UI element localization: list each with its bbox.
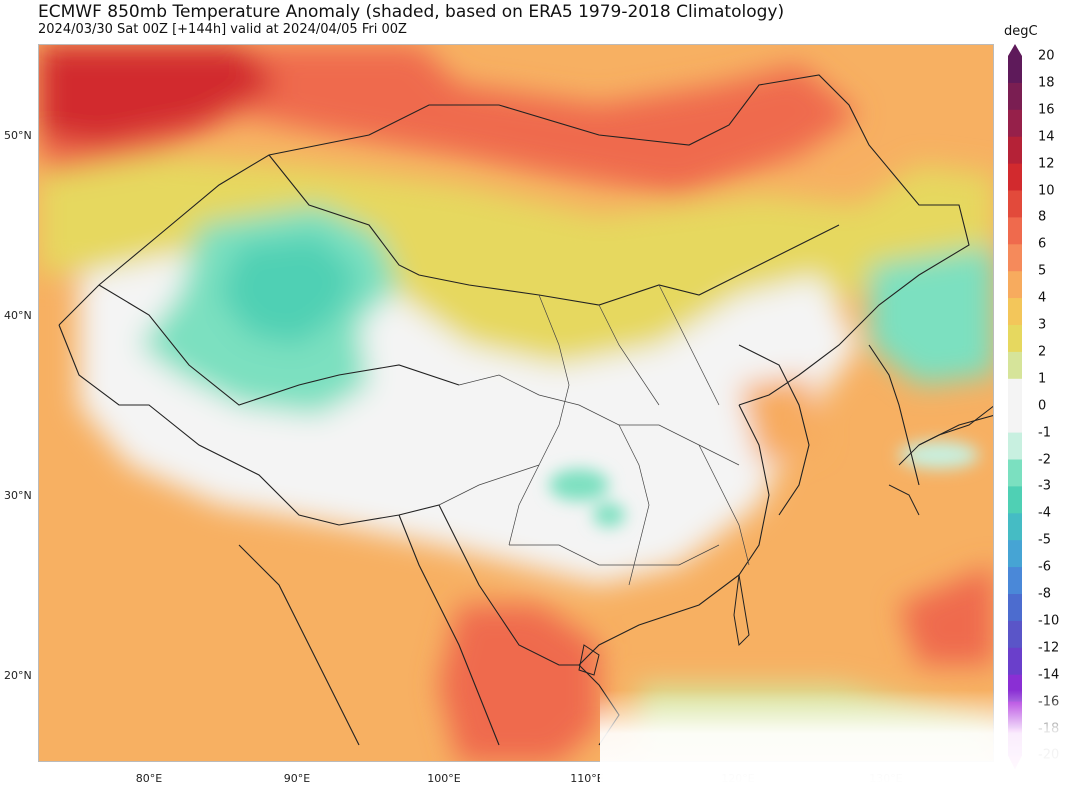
colorbar-segment (1008, 244, 1022, 272)
colorbar-tick-label: -18 (1038, 721, 1060, 736)
strong-cold-anomaly-west (219, 235, 359, 345)
colorbar-segment (1008, 109, 1022, 138)
colorbar-tick-label: -1 (1038, 425, 1051, 441)
colorbar-segment (1008, 136, 1022, 165)
colorbar-tick-label: 20 (1038, 48, 1055, 64)
colorbar-tick-label: -12 (1038, 640, 1060, 656)
lon-label-110e: 110°E (570, 772, 604, 785)
colorbar-tick-label: 18 (1038, 75, 1055, 91)
colorbar-tick-label: 8 (1038, 209, 1047, 225)
colorbar-tick-label: 0 (1038, 398, 1047, 414)
coastlines (578, 405, 993, 676)
colorbar-tick-label: -5 (1038, 532, 1051, 548)
colorbar-segment (1008, 540, 1022, 568)
colorbar (1008, 44, 1022, 770)
colorbar-tick-label: -3 (1038, 478, 1051, 494)
colorbar-tick-label: 2 (1038, 344, 1047, 360)
colorbar-segment (1008, 432, 1022, 460)
colorbar-tick-label: -8 (1038, 586, 1051, 602)
colorbar-tick-label: 1 (1038, 371, 1047, 387)
colorbar-tick-label: 14 (1038, 129, 1055, 145)
colorbar-tick-label: 3 (1038, 317, 1047, 333)
anomaly-map[interactable] (38, 44, 994, 762)
colorbar-segment (1008, 217, 1022, 245)
colorbar-tick-label: -2 (1038, 452, 1051, 467)
colorbar-segment (1008, 459, 1022, 487)
colorbar-segment (1008, 594, 1022, 622)
colorbar-unit: degC (1004, 24, 1038, 39)
warm-anomaly-yellow-sea (739, 375, 819, 465)
colorbar-tick-label: 4 (1038, 290, 1047, 306)
lat-label-30n: 30°N (4, 489, 32, 502)
colorbar-top-arrow (1008, 44, 1022, 56)
colorbar-segment (1008, 513, 1022, 541)
cold-patch-guizhou (593, 503, 625, 527)
lon-label-80e: 80°E (135, 772, 163, 785)
colorbar-tick-label: 5 (1038, 263, 1047, 279)
colorbar-tick-label: -6 (1038, 559, 1051, 575)
colorbar-segment (1008, 82, 1022, 111)
colorbar-segment (1008, 701, 1022, 729)
colorbar-segment (1008, 378, 1022, 407)
strong-warm-anomaly-northwest (39, 45, 279, 145)
map-title: ECMWF 850mb Temperature Anomaly (shaded,… (38, 2, 785, 22)
colorbar-segment (1008, 486, 1022, 514)
colorbar-tick-label: 12 (1038, 156, 1055, 172)
cold-patch-sichuan (549, 469, 609, 501)
province-borders (438, 284, 750, 586)
anomaly-map-canvas (39, 45, 993, 761)
hainan-outline (578, 644, 600, 676)
colorbar-segment (1008, 620, 1022, 649)
colorbar-segment (1008, 56, 1022, 84)
colorbar-segment (1008, 190, 1022, 218)
colorbar-tick-label: 6 (1038, 236, 1047, 252)
colorbar-segment (1008, 674, 1022, 703)
cold-patch-japan (899, 441, 979, 469)
colorbar-tick-label: -16 (1038, 694, 1060, 710)
taiwan-outline (733, 574, 750, 647)
warm-anomaly-pacific (899, 565, 993, 665)
cold-anomaly-east (869, 245, 993, 385)
map-subtitle: 2024/03/30 Sat 00Z [+144h] valid at 2024… (38, 22, 407, 37)
colorbar-segment (1008, 351, 1022, 380)
warm-anomaly-south (439, 605, 599, 761)
colorbar-tick-label: -14 (1038, 667, 1060, 683)
colorbar-segment (1008, 728, 1022, 756)
lat-label-20n: 20°N (4, 669, 32, 682)
lon-label-90e: 90°E (283, 772, 311, 785)
colorbar-tick-label: -20 (1038, 747, 1060, 763)
lon-label-120e: 120°E (721, 772, 755, 785)
lat-label-50n: 50°N (4, 129, 32, 142)
colorbar-segment (1008, 271, 1022, 299)
colorbar-segment (1008, 405, 1022, 434)
colorbar-tick-label: 10 (1038, 183, 1055, 198)
lon-label-130e: 130°E (869, 772, 903, 785)
colorbar-segment (1008, 298, 1022, 326)
colorbar-bottom-arrow (1008, 755, 1022, 770)
colorbar-segment (1008, 163, 1022, 191)
lon-label-100e: 100°E (427, 772, 461, 785)
colorbar-segment (1008, 567, 1022, 595)
colorbar-segment (1008, 325, 1022, 353)
colorbar-segment (1008, 647, 1022, 676)
colorbar-tick-label: -4 (1038, 505, 1051, 521)
lat-label-40n: 40°N (4, 309, 32, 322)
colorbar-tick-label: -10 (1038, 613, 1060, 629)
colorbar-tick-label: 16 (1038, 102, 1055, 118)
